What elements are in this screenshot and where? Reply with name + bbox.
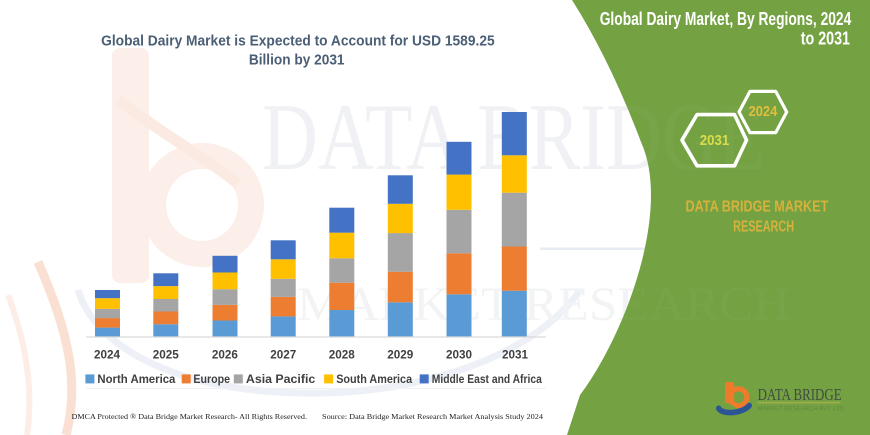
svg-text:DATA BRIDGE MARKET: DATA BRIDGE MARKET (686, 199, 829, 216)
svg-text:Source: Data Bridge Market Res: Source: Data Bridge Market Research Mark… (322, 412, 543, 421)
svg-text:North America: North America (97, 372, 175, 386)
svg-text:MARKET RESEARCH: MARKET RESEARCH (297, 278, 790, 331)
svg-text:2026: 2026 (212, 349, 239, 362)
svg-text:Europe: Europe (193, 372, 230, 386)
svg-text:Billion by 2031: Billion by 2031 (249, 52, 345, 68)
svg-text:2028: 2028 (329, 349, 356, 362)
svg-text:Global Dairy Market, By Region: Global Dairy Market, By Regions, 2024 (600, 8, 852, 29)
svg-text:2027: 2027 (270, 349, 296, 362)
svg-text:2029: 2029 (387, 349, 414, 362)
svg-text:2031: 2031 (700, 133, 730, 149)
svg-text:DMCA Protected ® Data Bridge M: DMCA Protected ® Data Bridge Market Rese… (72, 412, 308, 421)
svg-text:DATA BRIDGE: DATA BRIDGE (758, 385, 842, 404)
svg-text:Asia Pacific: Asia Pacific (246, 372, 316, 386)
svg-text:2025: 2025 (153, 349, 180, 362)
svg-text:2024: 2024 (94, 349, 121, 362)
svg-text:MARKET RESEARCH PVT LTD: MARKET RESEARCH PVT LTD (758, 406, 844, 413)
svg-text:RESEARCH: RESEARCH (733, 218, 794, 235)
svg-text:Middle East and Africa: Middle East and Africa (432, 372, 542, 386)
svg-text:Global Dairy Market is Expecte: Global Dairy Market is Expected to Accou… (101, 33, 495, 49)
svg-text:2024: 2024 (749, 104, 778, 120)
svg-text:2031: 2031 (502, 349, 529, 362)
svg-text:2030: 2030 (446, 349, 473, 362)
svg-text:to 2031: to 2031 (801, 27, 850, 48)
svg-text:South America: South America (336, 372, 412, 386)
